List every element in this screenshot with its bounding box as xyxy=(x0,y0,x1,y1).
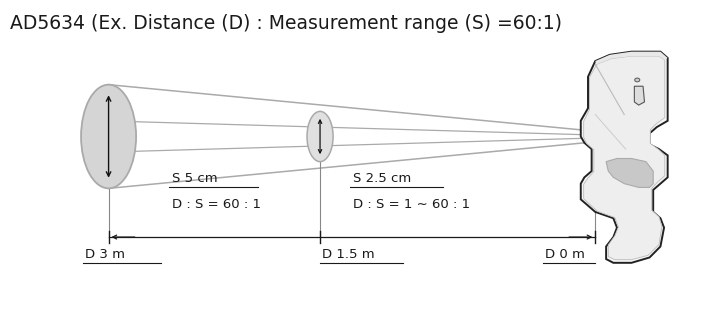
Polygon shape xyxy=(581,52,667,263)
Text: D : S = 1 ∼ 60 : 1: D : S = 1 ∼ 60 : 1 xyxy=(353,197,470,210)
Text: AD5634 (Ex. Distance (D) : Measurement range (S) =60:1): AD5634 (Ex. Distance (D) : Measurement r… xyxy=(10,14,562,33)
Text: D 3 m: D 3 m xyxy=(84,248,124,261)
Text: D 1.5 m: D 1.5 m xyxy=(322,248,375,261)
Polygon shape xyxy=(606,158,653,187)
Text: S 5 cm: S 5 cm xyxy=(172,172,217,185)
Polygon shape xyxy=(595,52,667,64)
Ellipse shape xyxy=(307,111,333,162)
Text: D 0 m: D 0 m xyxy=(545,248,585,261)
Polygon shape xyxy=(584,56,664,260)
Ellipse shape xyxy=(635,78,640,82)
Ellipse shape xyxy=(81,85,136,188)
Text: D : S = 60 : 1: D : S = 60 : 1 xyxy=(172,197,260,210)
Polygon shape xyxy=(635,86,645,105)
Text: S 2.5 cm: S 2.5 cm xyxy=(353,172,411,185)
